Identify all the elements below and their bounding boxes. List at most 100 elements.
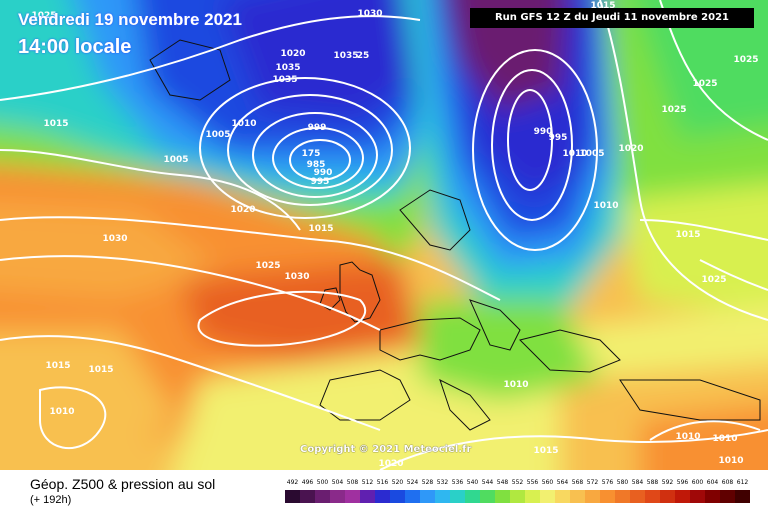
isobar-label: 1025 xyxy=(661,105,686,115)
scale-tick-label: 532 xyxy=(436,479,449,486)
isobar-label: 1025 xyxy=(31,11,56,21)
forecast-time: 14:00 locale xyxy=(18,36,132,58)
color-scale-bar xyxy=(285,490,750,503)
isobar-label: 1015 xyxy=(88,365,113,375)
scale-swatch xyxy=(585,490,600,503)
scale-swatch xyxy=(330,490,345,503)
isobar-label: 1020 xyxy=(618,144,643,154)
scale-tick-label: 604 xyxy=(706,479,719,486)
scale-tick-label: 556 xyxy=(526,479,539,486)
scale-tick-label: 544 xyxy=(481,479,494,486)
scale-tick-label: 492 xyxy=(286,479,299,486)
isobar-label: 1015 xyxy=(590,1,615,11)
scale-tick-label: 500 xyxy=(316,479,329,486)
scale-swatch xyxy=(345,490,360,503)
scale-tick-label: 576 xyxy=(601,479,614,486)
scale-swatch xyxy=(300,490,315,503)
isobar-label: 1030 xyxy=(284,272,309,282)
isobar-label: 1025 xyxy=(701,275,726,285)
scale-swatch xyxy=(690,490,705,503)
scale-tick-label: 516 xyxy=(376,479,389,486)
isobar-label: 1015 xyxy=(308,224,333,234)
scale-swatch xyxy=(375,490,390,503)
isobar-label: 1010 xyxy=(49,407,74,417)
isobar-label: 990 xyxy=(314,168,333,178)
scale-swatch xyxy=(600,490,615,503)
scale-tick-label: 592 xyxy=(661,479,674,486)
scale-tick-label: 600 xyxy=(691,479,704,486)
scale-swatch xyxy=(735,490,750,503)
scale-tick-label: 496 xyxy=(301,479,314,486)
scale-swatch xyxy=(630,490,645,503)
isobar-label: 995 xyxy=(549,133,568,143)
scale-tick-label: 612 xyxy=(736,479,749,486)
scale-tick-label: 572 xyxy=(586,479,599,486)
scale-swatch xyxy=(390,490,405,503)
scale-swatch xyxy=(450,490,465,503)
scale-swatch xyxy=(285,490,300,503)
isobar-label: 1030 xyxy=(102,234,127,244)
isobar-label: 1015 xyxy=(675,230,700,240)
scale-swatch xyxy=(465,490,480,503)
isobar-label: 1025 xyxy=(733,55,758,65)
isobar-label: 1035 xyxy=(272,75,297,85)
scale-tick-label: 584 xyxy=(631,479,644,486)
isobar-label: 1005 xyxy=(205,130,230,140)
isobars xyxy=(0,0,768,470)
scale-tick-label: 520 xyxy=(391,479,404,486)
scale-tick-label: 560 xyxy=(541,479,554,486)
scale-swatch xyxy=(540,490,555,503)
isobar-label: 1005 xyxy=(579,149,604,159)
scale-swatch xyxy=(525,490,540,503)
isobar-label: 1030 xyxy=(357,9,382,19)
scale-swatch xyxy=(315,490,330,503)
isobar-label: 1010 xyxy=(718,456,743,466)
scale-swatch xyxy=(435,490,450,503)
legend-title: Géop. Z500 & pression au sol xyxy=(30,476,216,492)
isobar-label: 1035 xyxy=(333,51,358,61)
scale-swatch xyxy=(405,490,420,503)
isobar-label: 1010 xyxy=(231,119,256,129)
forecast-date: Vendredi 19 novembre 2021 xyxy=(18,10,242,29)
scale-tick-label: 608 xyxy=(721,479,734,486)
isobar-label: 1020 xyxy=(378,459,403,469)
run-info: Run GFS 12 Z du Jeudi 11 novembre 2021 xyxy=(470,8,754,28)
isobar-label: 175 xyxy=(302,149,321,159)
isobar-label: 990 xyxy=(534,127,553,137)
isobar-label: 1010 xyxy=(503,380,528,390)
scale-swatch xyxy=(660,490,675,503)
legend-subtitle: (+ 192h) xyxy=(30,494,72,506)
isobar-label: 1010 xyxy=(593,201,618,211)
scale-tick-label: 564 xyxy=(556,479,569,486)
scale-swatch xyxy=(420,490,435,503)
coastlines xyxy=(149,39,761,431)
isobar-label: 1025 xyxy=(692,79,717,89)
scale-swatch xyxy=(510,490,525,503)
isobar-label: 999 xyxy=(308,123,327,133)
scale-tick-label: 508 xyxy=(346,479,359,486)
isobar-label: 985 xyxy=(307,160,326,170)
scale-tick-label: 536 xyxy=(451,479,464,486)
isobar-label: 1025 xyxy=(255,261,280,271)
scale-tick-label: 596 xyxy=(676,479,689,486)
scale-tick-label: 524 xyxy=(406,479,419,486)
scale-tick-label: 540 xyxy=(466,479,479,486)
scale-swatch xyxy=(645,490,660,503)
scale-swatch xyxy=(495,490,510,503)
scale-swatch xyxy=(555,490,570,503)
isobar-label: 1020 xyxy=(280,49,305,59)
scale-tick-label: 588 xyxy=(646,479,659,486)
isobar-label: 995 xyxy=(311,177,330,187)
scale-tick-label: 568 xyxy=(571,479,584,486)
scale-tick-label: 528 xyxy=(421,479,434,486)
scale-swatch xyxy=(705,490,720,503)
scale-swatch xyxy=(360,490,375,503)
scale-tick-label: 580 xyxy=(616,479,629,486)
scale-tick-label: 552 xyxy=(511,479,524,486)
isobar-label: 1020 xyxy=(230,205,255,215)
scale-swatch xyxy=(615,490,630,503)
isobar-label: 1010 xyxy=(712,434,737,444)
scale-tick-label: 512 xyxy=(361,479,374,486)
